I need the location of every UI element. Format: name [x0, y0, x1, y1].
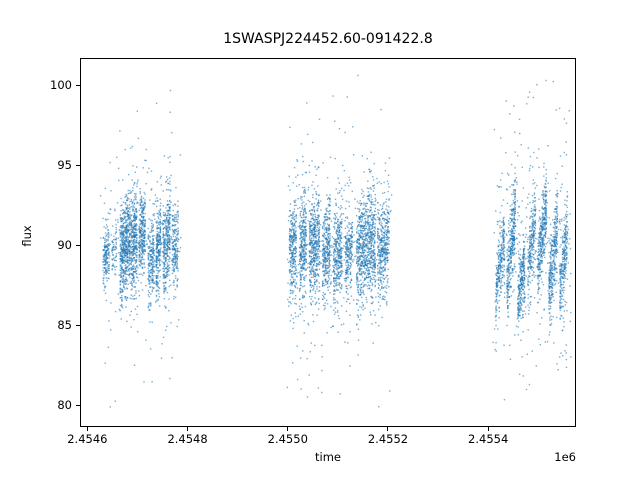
y-tick-mark — [76, 164, 80, 166]
scatter-canvas — [80, 58, 576, 427]
y-tick-mark — [76, 404, 80, 406]
chart-title: 1SWASPJ224452.60-091422.8 — [223, 31, 433, 47]
y-axis-title: flux — [20, 225, 34, 247]
y-tick-label: 85 — [57, 318, 72, 333]
x-tick-label: 2.4552 — [367, 432, 409, 446]
x-tick-mark — [187, 427, 189, 431]
x-tick-mark — [287, 427, 289, 431]
y-tick-label: 80 — [57, 398, 72, 413]
x-tick-label: 2.4548 — [167, 432, 208, 446]
y-tick-label: 95 — [57, 158, 72, 173]
x-tick-label: 2.4550 — [267, 432, 308, 446]
y-tick-mark — [76, 84, 80, 86]
x-tick-mark — [86, 427, 88, 431]
x-tick-label: 2.4554 — [468, 432, 509, 446]
x-axis-title: time — [315, 450, 341, 464]
y-tick-mark — [76, 324, 80, 326]
x-tick-mark — [387, 427, 389, 431]
x-tick-mark — [487, 427, 489, 431]
x-axis-offset-label: 1e6 — [554, 450, 576, 464]
y-tick-mark — [76, 244, 80, 246]
y-tick-label: 90 — [57, 238, 72, 253]
y-tick-label: 100 — [50, 78, 72, 93]
x-tick-label: 2.4546 — [67, 432, 108, 446]
